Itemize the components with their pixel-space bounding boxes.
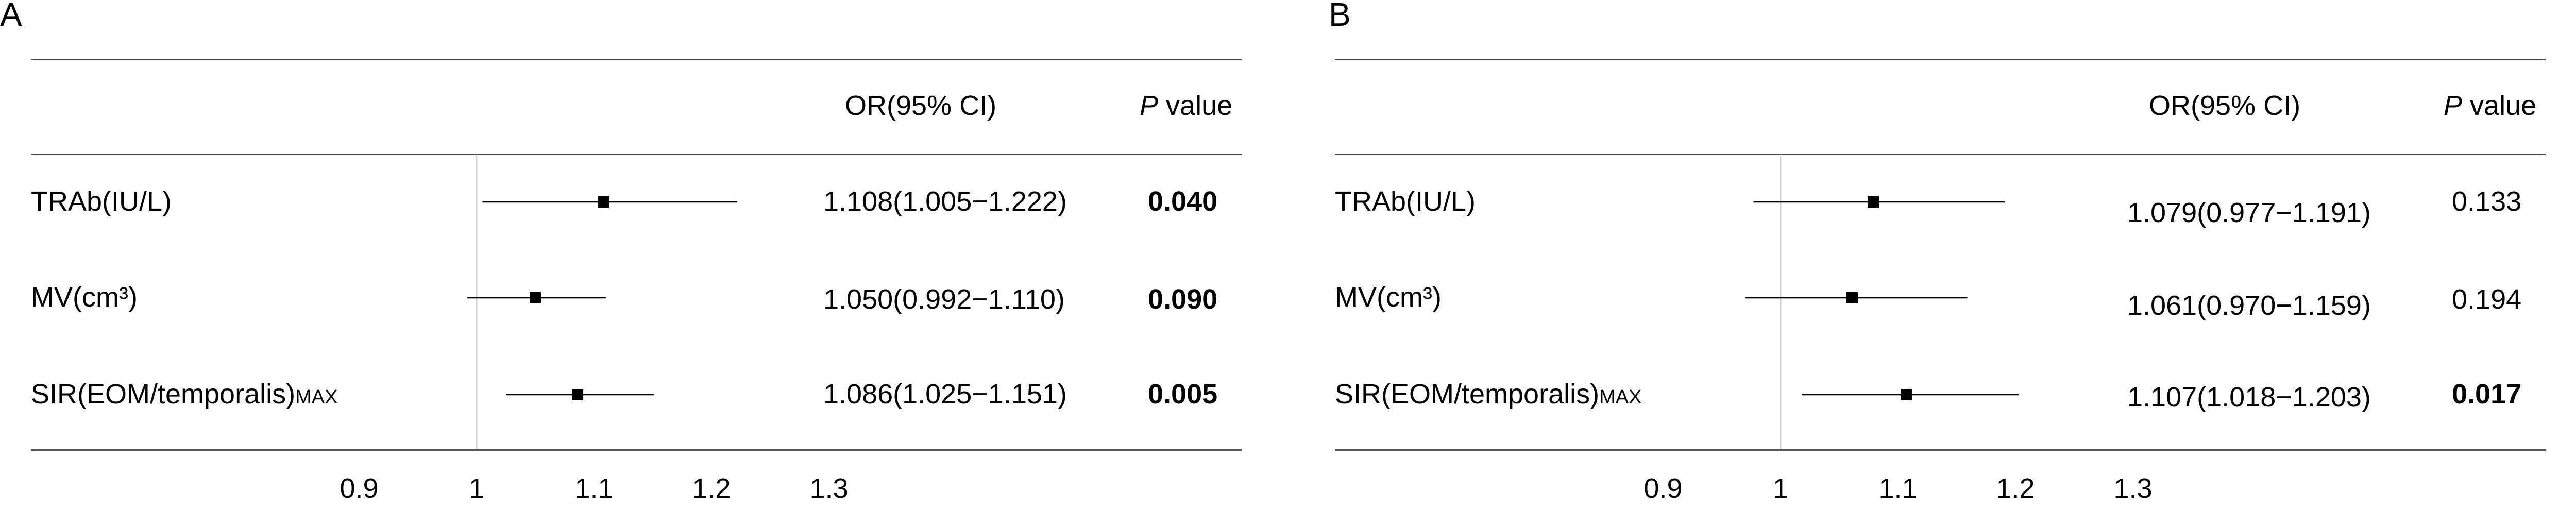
x-tick-label: 1.3 xyxy=(809,473,848,504)
or-ci-value: 1.050(0.992−1.110) xyxy=(823,284,1065,315)
x-tick-label: 1.2 xyxy=(1996,473,2035,504)
row-label: SIR(EOM/temporalis)MAX xyxy=(31,380,337,408)
row-label-text: TRAb(IU/L) xyxy=(1335,186,1476,217)
row-label: MV(cm³) xyxy=(1335,283,1442,311)
or-ci-header: OR(95% CI) xyxy=(845,90,997,121)
p-value: 0.017 xyxy=(2452,379,2522,410)
or-ci-value: 1.061(0.970−1.159) xyxy=(2127,290,2371,321)
row-label-text: TRAb(IU/L) xyxy=(31,186,172,217)
p-value-header: P value xyxy=(1140,92,1232,120)
top-rule xyxy=(1335,59,2546,60)
or-ci-value: 1.108(1.005−1.222) xyxy=(823,186,1067,217)
or-ci-value: 1.086(1.025−1.151) xyxy=(823,379,1067,410)
point-estimate xyxy=(1846,292,1858,303)
panel-label: B xyxy=(1329,0,1351,33)
row-label-text: SIR(EOM/temporalis) xyxy=(1335,379,1600,410)
row-label: MV(cm³) xyxy=(31,283,138,311)
forest-panel-b: B OR(95% CI) P value 0.9 1 1.1 1.2 1.3 TRAb(IU/L… xyxy=(1304,0,2576,509)
p-value: 0.005 xyxy=(1148,379,1218,410)
forest-plot: 0.9 1 1.1 1.2 1.3 xyxy=(340,155,849,504)
header-rule xyxy=(1335,154,2546,155)
bottom-rule xyxy=(31,449,1242,451)
point-estimate xyxy=(530,292,541,303)
row-label-text: MV(cm³) xyxy=(31,282,138,313)
row-label-text: MV(cm³) xyxy=(1335,282,1442,313)
header-rule xyxy=(31,154,1242,155)
point-estimate xyxy=(1900,389,1912,400)
x-tick-label: 0.9 xyxy=(1643,473,1682,504)
p-header-italic: P xyxy=(1140,90,1159,121)
point-estimate xyxy=(1868,196,1879,208)
p-header-rest: value xyxy=(1158,90,1233,121)
p-value: 0.040 xyxy=(1148,186,1218,217)
or-ci-value: 1.079(0.977−1.191) xyxy=(2127,197,2371,228)
row-label: TRAb(IU/L) xyxy=(1335,188,1476,215)
x-tick-label: 1 xyxy=(469,473,484,504)
row-label-subscript: MAX xyxy=(1599,386,1642,408)
p-value: 0.090 xyxy=(1148,284,1218,315)
x-tick-label: 1.1 xyxy=(574,473,613,504)
point-estimate xyxy=(572,389,584,400)
top-rule xyxy=(31,59,1242,60)
panel-label: A xyxy=(0,0,22,33)
row-label: TRAb(IU/L) xyxy=(31,188,172,215)
forest-panel-a: A OR(95% CI) P value 0.9 1 1.1 1.2 1.3 TRAb(IU/L… xyxy=(0,0,1273,509)
x-tick-label: 1.2 xyxy=(692,473,731,504)
x-tick-label: 1.3 xyxy=(2113,473,2152,504)
or-ci-header: OR(95% CI) xyxy=(2149,90,2301,121)
p-value: 0.133 xyxy=(2452,186,2522,217)
p-value: 0.194 xyxy=(2452,284,2522,315)
row-label-subscript: MAX xyxy=(295,386,338,408)
p-header-italic: P xyxy=(2444,90,2463,121)
x-tick-label: 0.9 xyxy=(340,473,378,504)
row-label: SIR(EOM/temporalis)MAX xyxy=(1335,380,1641,408)
p-header-rest: value xyxy=(2462,90,2537,121)
point-estimate xyxy=(598,196,609,208)
p-value-header: P value xyxy=(2444,92,2536,120)
or-ci-value: 1.107(1.018−1.203) xyxy=(2127,382,2371,413)
row-label-text: SIR(EOM/temporalis) xyxy=(31,379,296,410)
bottom-rule xyxy=(1335,449,2546,451)
x-tick-label: 1 xyxy=(1773,473,1788,504)
forest-plot: 0.9 1 1.1 1.2 1.3 xyxy=(1643,155,2153,504)
x-tick-label: 1.1 xyxy=(1878,473,1917,504)
